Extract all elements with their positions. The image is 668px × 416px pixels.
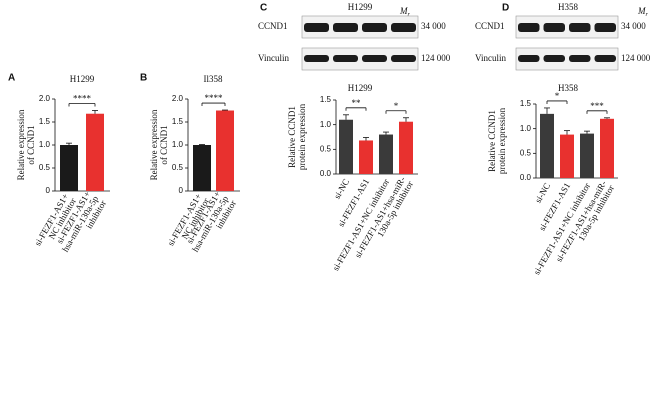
mr-letter: M bbox=[637, 6, 646, 16]
y-tick-label: 1.5 bbox=[320, 95, 332, 104]
y-tick-label: 0.5 bbox=[520, 148, 532, 157]
blot-band bbox=[543, 55, 565, 62]
panel-label: D bbox=[502, 3, 509, 14]
bar bbox=[339, 119, 353, 174]
y-tick-label: 1.5 bbox=[172, 117, 184, 126]
blot-title: H358 bbox=[558, 2, 578, 12]
y-tick-label: 0.0 bbox=[520, 173, 532, 182]
blot-band-size: 34 000 bbox=[621, 21, 646, 31]
significance-label: ** bbox=[352, 98, 362, 108]
blot-frame bbox=[515, 15, 619, 39]
x-tick-label: si-NC bbox=[533, 181, 552, 205]
blot-band bbox=[333, 23, 358, 32]
blot-band bbox=[391, 55, 416, 62]
y-tick-label: 1.0 bbox=[320, 120, 332, 129]
y-axis-label: protein expression bbox=[497, 107, 507, 174]
significance-label: **** bbox=[205, 93, 224, 103]
y-tick-label: 2.0 bbox=[172, 94, 184, 103]
chart-title: H358 bbox=[558, 83, 578, 93]
blot-frame bbox=[301, 47, 419, 71]
chart-title: Il358 bbox=[204, 74, 223, 84]
x-tick-label: si-NC bbox=[332, 177, 351, 201]
blot-band-size: 124 000 bbox=[421, 53, 451, 63]
y-axis-label: Relative CCND1 bbox=[487, 110, 497, 172]
chart-title: H1299 bbox=[348, 83, 373, 93]
bar bbox=[560, 134, 574, 178]
bar bbox=[193, 145, 211, 191]
panel-label: A bbox=[8, 73, 15, 84]
blot-frame bbox=[301, 15, 419, 39]
bar bbox=[379, 134, 393, 174]
y-tick-label: 1.0 bbox=[39, 140, 51, 149]
blot-band-size: 124 000 bbox=[621, 53, 651, 63]
y-axis-label: Relative CCND1 bbox=[287, 106, 297, 168]
x-tick-label-group: si-NC bbox=[332, 177, 351, 201]
blot-band bbox=[362, 23, 387, 32]
bar bbox=[86, 113, 104, 191]
blot-band bbox=[333, 55, 358, 62]
blot-band bbox=[569, 55, 591, 62]
y-axis-label: Relative expression bbox=[16, 109, 26, 180]
y-tick-label: 0.5 bbox=[320, 144, 332, 153]
chart-title: H1299 bbox=[70, 74, 95, 84]
y-axis-label: Relative expression bbox=[149, 109, 159, 180]
blot-frame bbox=[515, 47, 619, 71]
y-tick-label: 0 bbox=[179, 186, 184, 195]
y-tick-label: 0.0 bbox=[320, 169, 332, 178]
bar bbox=[216, 110, 234, 191]
panel-label: B bbox=[140, 73, 147, 84]
y-tick-label: 1.5 bbox=[39, 117, 51, 126]
y-tick-label: 0 bbox=[46, 186, 51, 195]
blot-band bbox=[518, 23, 540, 32]
blot-mr: Mr bbox=[399, 6, 411, 18]
significance-label: *** bbox=[590, 101, 604, 111]
blot-band bbox=[543, 23, 565, 32]
blot-band bbox=[569, 23, 591, 32]
blot-band bbox=[391, 23, 416, 32]
y-tick-label: 0.5 bbox=[39, 163, 51, 172]
bar bbox=[540, 113, 554, 178]
blot-band-label: Vinculin bbox=[258, 53, 289, 63]
bar bbox=[600, 118, 614, 178]
blot-band bbox=[518, 55, 540, 62]
blot-band bbox=[304, 23, 329, 32]
bar bbox=[399, 121, 413, 174]
bar bbox=[60, 145, 78, 191]
mr-letter: M bbox=[399, 6, 408, 16]
y-tick-label: 1.0 bbox=[172, 140, 184, 149]
y-tick-label: 0.5 bbox=[172, 163, 184, 172]
blot-band bbox=[594, 55, 616, 62]
panel-label: C bbox=[260, 3, 267, 14]
blot-band bbox=[304, 55, 329, 62]
blot-band-label: Vinculin bbox=[475, 53, 506, 63]
blot-band-label: CCND1 bbox=[258, 21, 288, 31]
x-tick-label-group: si-NC bbox=[533, 181, 552, 205]
bar bbox=[580, 133, 594, 178]
blot-band bbox=[362, 55, 387, 62]
blot-band-size: 34 000 bbox=[421, 21, 446, 31]
blot-mr: Mr bbox=[637, 6, 649, 18]
blot-band bbox=[594, 23, 616, 32]
mr-sub: r bbox=[646, 12, 649, 18]
y-axis-label: protein expression bbox=[297, 103, 307, 170]
blot-band-label: CCND1 bbox=[475, 21, 505, 31]
mr-sub: r bbox=[408, 12, 411, 18]
y-axis-label: of CCND1 bbox=[26, 125, 36, 164]
y-tick-label: 2.0 bbox=[39, 94, 51, 103]
y-axis-label: of CCND1 bbox=[159, 125, 169, 164]
significance-label: * bbox=[555, 91, 560, 101]
significance-label: * bbox=[394, 101, 399, 111]
bar bbox=[359, 140, 373, 174]
blot-title: H1299 bbox=[348, 2, 373, 12]
significance-label: **** bbox=[73, 94, 92, 104]
y-tick-label: 1.0 bbox=[520, 124, 532, 133]
y-tick-label: 1.5 bbox=[520, 99, 532, 108]
